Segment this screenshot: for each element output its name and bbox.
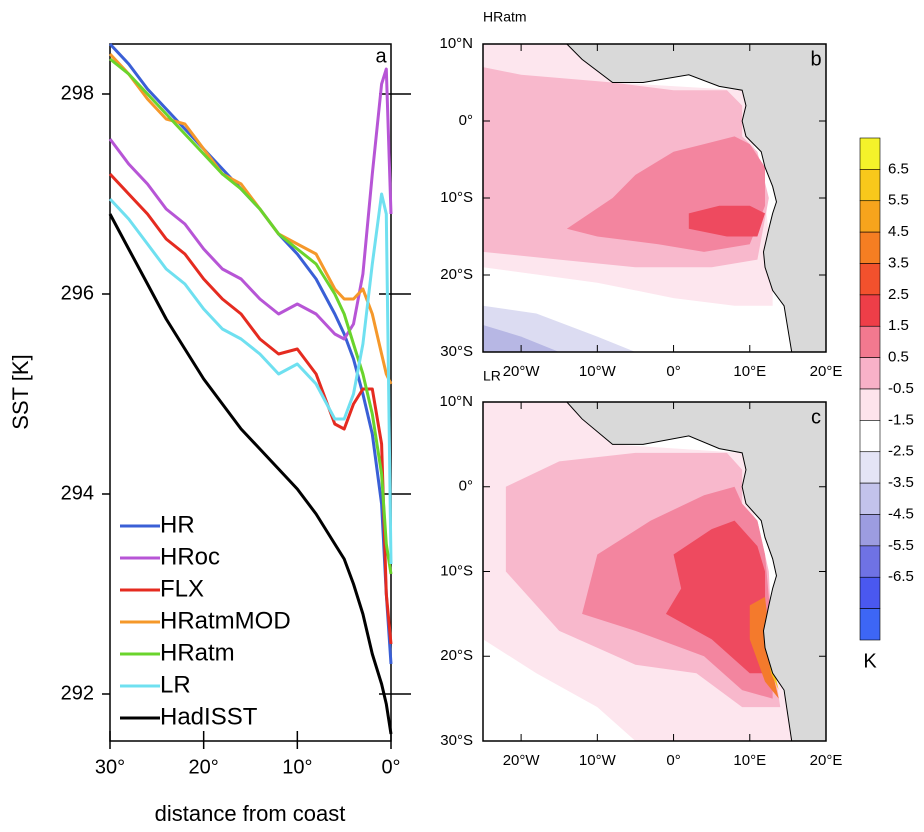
lon-tick-label: 10°E: [733, 752, 766, 769]
line: [108, 192, 393, 565]
line: [108, 52, 393, 385]
colorbar-box: [859, 231, 881, 264]
colorbar-label: 6.5: [888, 160, 909, 177]
lon-tick-label: 20°W: [503, 752, 541, 769]
colorbar-label: 3.5: [888, 254, 909, 271]
map-title: LR: [483, 368, 501, 384]
colorbar-label: 1.5: [888, 317, 909, 334]
lat-tick-label: 0°: [459, 112, 473, 129]
lon-tick-label: 0°: [666, 363, 680, 380]
colorbar-label: 0.5: [888, 349, 909, 366]
y-tick-label: 298: [61, 82, 94, 104]
colorbar-label: -4.5: [888, 505, 914, 522]
line: [108, 42, 393, 665]
y-axis-label: SST [K]: [8, 354, 33, 429]
colorbar-box: [859, 451, 881, 484]
panel-letter: a: [375, 45, 387, 67]
legend-label: HRatmMOD: [160, 607, 291, 634]
colorbar-label: -2.5: [888, 443, 914, 460]
lat-tick-label: 0°: [459, 478, 473, 495]
colorbar-label: 2.5: [888, 286, 909, 303]
colorbar-box: [859, 420, 881, 453]
colorbar-label: -3.5: [888, 474, 914, 491]
x-tick-label: 0°: [381, 756, 400, 778]
lat-tick-label: 10°N: [439, 393, 473, 410]
lat-tick-label: 20°S: [440, 647, 473, 664]
colorbar-label: 5.5: [888, 192, 909, 209]
y-tick-label: 292: [61, 682, 94, 704]
colorbar-box: [859, 482, 881, 515]
legend-label: LR: [160, 671, 191, 698]
colorbar-box: [859, 514, 881, 547]
colorbar-label: -1.5: [888, 411, 914, 428]
lat-tick-label: 10°S: [440, 189, 473, 206]
plot-frame: [109, 43, 392, 742]
y-tick-label: 294: [61, 482, 94, 504]
lat-tick-label: 10°N: [439, 35, 473, 52]
colorbar-label: 4.5: [888, 223, 909, 240]
colorbar-box: [859, 608, 881, 641]
legend-label: HadISST: [160, 703, 258, 730]
y-tick-label: 296: [61, 282, 94, 304]
lon-tick-label: 0°: [666, 752, 680, 769]
legend-label: HR: [160, 511, 195, 538]
line: [108, 67, 393, 341]
colorbar-box: [859, 357, 881, 390]
map-title: HRatm: [483, 9, 527, 25]
line: [109, 57, 393, 575]
legend-label: FLX: [160, 575, 204, 602]
line: [108, 213, 393, 735]
colorbar-box: [859, 200, 881, 233]
map-b: [483, 44, 826, 352]
colorbar-label: -5.5: [888, 537, 914, 554]
colorbar-unit: K: [863, 650, 877, 672]
x-tick-label: 20°: [189, 756, 219, 778]
colorbar-box: [859, 263, 881, 296]
colorbar-box: [859, 169, 881, 202]
x-tick-label: 30°: [95, 756, 125, 778]
colorbar-box: [859, 545, 881, 578]
lat-tick-label: 30°S: [440, 732, 473, 749]
legend-label: HRatm: [160, 639, 235, 666]
line: [108, 172, 393, 645]
map-c: [483, 402, 826, 741]
field: [483, 402, 826, 741]
lon-tick-label: 20°E: [810, 752, 843, 769]
lat-tick-label: 20°S: [440, 266, 473, 283]
lon-tick-label: 20°W: [503, 363, 541, 380]
lat-tick-label: 30°S: [440, 343, 473, 360]
colorbar-box: [859, 294, 881, 327]
lon-tick-label: 10°E: [733, 363, 766, 380]
lat-tick-label: 10°S: [440, 562, 473, 579]
field: [483, 44, 826, 352]
colorbar-box: [859, 576, 881, 609]
lon-tick-label: 20°E: [810, 363, 843, 380]
colorbar-box: [859, 325, 881, 358]
x-axis-label: distance from coast: [155, 801, 346, 826]
panel-letter: b: [810, 48, 821, 70]
x-tick-label: 10°: [282, 756, 312, 778]
panel-letter: c: [811, 406, 821, 428]
legend-label: HRoc: [160, 543, 220, 570]
colorbar-label: -6.5: [888, 568, 914, 585]
lon-tick-label: 10°W: [579, 363, 617, 380]
colorbar-box: [859, 388, 881, 421]
lon-tick-label: 10°W: [579, 752, 617, 769]
colorbar-box: [859, 137, 881, 170]
colorbar-label: -0.5: [888, 380, 914, 397]
